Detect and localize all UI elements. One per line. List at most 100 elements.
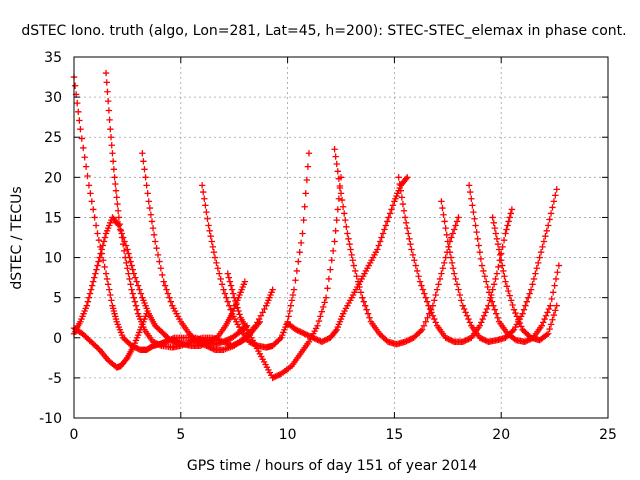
data-point-marker [320,337,327,345]
data-point-marker [406,336,413,343]
data-point-marker [285,313,292,320]
data-point-marker [547,210,555,217]
data-point-marker [231,294,238,301]
data-series [70,73,251,354]
data-point-marker [413,267,421,275]
data-point-marker [146,204,154,212]
data-point-marker [442,254,449,261]
data-point-marker [449,337,456,345]
data-point-marker [553,302,560,309]
data-point-marker [507,297,515,304]
data-point-marker [85,294,93,301]
data-point-marker [276,335,283,343]
data-point-marker [439,265,447,272]
x-tick-label: 0 [70,427,79,443]
data-point-marker [429,312,437,319]
data-point-marker [201,195,208,202]
data-point-marker [108,142,115,149]
data-point-marker [500,267,507,275]
data-point-marker [99,257,107,264]
data-point-marker [503,226,510,233]
data-point-marker [511,335,518,343]
data-point-marker [535,259,542,267]
data-point-marker [322,294,330,301]
data-point-marker [338,196,346,204]
data-point-marker [409,251,417,259]
data-point-marker [400,207,408,214]
data-point-marker [104,281,112,288]
data-point-marker [198,340,206,347]
data-point-marker [82,163,90,170]
data-point-marker [552,192,559,199]
data-point-marker [445,243,453,251]
data-point-marker [456,291,464,299]
data-point-marker [337,190,345,197]
data-point-marker [345,235,352,243]
data-point-marker [470,208,477,216]
data-point-marker [151,339,158,346]
data-point-marker [549,204,556,211]
data-point-marker [92,222,100,229]
data-point-marker [90,206,97,213]
data-point-marker [305,150,313,157]
data-point-marker [302,190,309,197]
data-point-marker [142,174,149,181]
data-point-marker [439,204,446,212]
data-point-marker [206,337,214,345]
data-point-marker [90,278,97,285]
data-point-marker [122,242,130,249]
data-point-marker [451,226,458,233]
data-point-marker [132,302,140,309]
data-point-marker [107,291,114,299]
data-point-marker [81,154,88,161]
data-series [284,174,411,345]
data-point-marker [422,294,429,301]
data-point-marker [422,318,429,325]
data-point-marker [397,187,405,194]
data-point-marker [493,235,501,243]
x-tick-label: 20 [492,427,510,443]
data-point-marker [111,174,118,181]
data-point-marker [114,200,121,208]
data-point-marker [525,294,532,301]
data-point-marker [115,214,123,221]
data-point-marker [314,322,321,329]
data-point-marker [448,234,455,241]
data-point-marker [207,344,214,352]
data-point-marker [300,216,307,224]
data-point-marker [210,345,217,353]
data-point-marker [216,270,223,277]
data-point-marker [294,327,301,334]
data-point-marker [512,309,519,317]
data-point-marker [509,301,516,309]
data-point-marker [480,312,488,319]
data-point-marker [418,326,426,333]
data-point-marker [133,306,141,313]
data-point-marker [407,240,414,248]
data-point-marker [478,319,485,326]
data-point-marker [166,294,173,301]
data-point-marker [123,259,130,267]
data-point-marker [120,247,128,255]
data-point-marker [200,341,207,348]
data-point-marker [504,222,511,229]
data-point-marker [459,338,466,345]
data-point-marker [224,298,231,305]
data-point-marker [432,319,439,326]
data-point-marker [88,198,95,205]
data-point-marker [460,337,468,345]
data-point-marker [236,311,243,318]
data-point-marker [366,314,373,321]
data-point-marker [143,182,150,189]
data-point-marker [155,341,162,348]
data-point-marker [128,286,135,293]
data-point-marker [375,242,382,249]
data-point-marker [386,210,394,217]
data-point-marker [498,257,505,264]
data-series [139,150,276,354]
data-point-marker [124,246,131,253]
data-point-marker [539,243,546,251]
data-series [224,174,345,382]
data-point-marker [485,289,493,296]
data-point-marker [145,198,152,205]
